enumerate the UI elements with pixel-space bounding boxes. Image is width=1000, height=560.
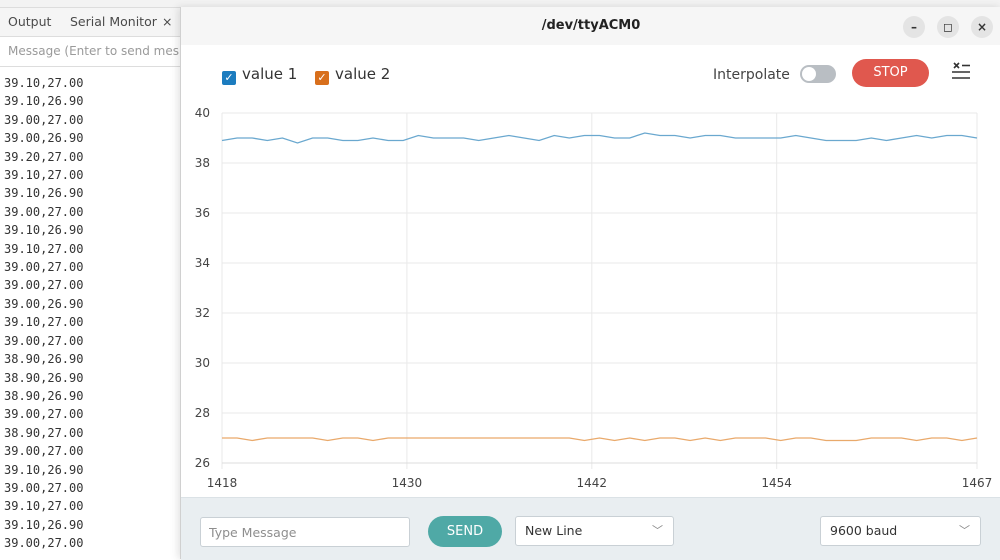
toggle-knob: [802, 67, 816, 81]
y-tick-label: 30: [195, 356, 210, 370]
checkbox-checked-icon[interactable]: ✓: [315, 71, 329, 85]
serial-log-line: 38.90,26.90: [4, 352, 84, 367]
tab-serial-monitor[interactable]: Serial Monitor: [70, 14, 157, 29]
send-button[interactable]: SEND: [428, 516, 502, 547]
serial-log-line: 39.00,27.00: [4, 333, 84, 348]
serial-log-line: 39.10,27.00: [4, 241, 84, 256]
clear-list-icon[interactable]: [949, 59, 973, 83]
serial-log-line: 38.90,26.90: [4, 370, 84, 385]
close-icon[interactable]: ×: [162, 14, 173, 29]
minimize-button[interactable]: –: [903, 16, 925, 38]
serial-log-line: 38.90,27.00: [4, 425, 84, 440]
serial-log-line: 39.00,27.00: [4, 260, 84, 275]
y-tick-label: 28: [195, 406, 210, 420]
serial-log-line: 39.00,27.00: [4, 480, 84, 495]
serial-message-input[interactable]: [0, 37, 198, 64]
x-tick-label: 1454: [761, 476, 792, 490]
serial-log-line: 39.00,26.90: [4, 131, 84, 146]
series-line-2: [222, 437, 978, 442]
serial-log-line: 39.10,26.90: [4, 517, 84, 532]
serial-message-bar: [0, 36, 200, 67]
x-tick-label: 1467: [962, 476, 993, 490]
serial-log-line: 39.20,27.00: [4, 149, 84, 164]
serial-log-line: 38.90,26.90: [4, 388, 84, 403]
tab-output[interactable]: Output: [8, 14, 52, 29]
line-ending-value: New Line: [525, 523, 583, 538]
serial-log-line: 39.00,27.00: [4, 536, 84, 551]
baud-rate-value: 9600 baud: [830, 523, 898, 538]
legend-label: value 2: [335, 65, 391, 83]
x-tick-label: 1430: [392, 476, 423, 490]
y-tick-label: 38: [195, 156, 210, 170]
serial-log-line: 39.10,27.00: [4, 499, 84, 514]
serial-log: 39.10,27.00 39.10,26.90 39.00,27.00 39.00,2…: [4, 74, 194, 553]
serial-log-line: 39.10,26.90: [4, 223, 84, 238]
y-tick-label: 40: [195, 106, 210, 120]
window-title: /dev/ttyACM0: [541, 18, 641, 33]
y-tick-label: 36: [195, 206, 210, 220]
line-ending-select[interactable]: New Line ﹀: [515, 516, 674, 546]
close-window-button[interactable]: ×: [971, 16, 993, 38]
y-tick-label: 26: [195, 456, 210, 470]
panel-tabs: Output Serial Monitor ×: [0, 8, 200, 36]
serial-log-line: 39.00,26.90: [4, 296, 84, 311]
checkbox-checked-icon[interactable]: ✓: [222, 71, 236, 85]
serial-log-line: 39.00,27.00: [4, 278, 84, 293]
y-tick-label: 34: [195, 256, 210, 270]
serial-log-line: 39.10,26.90: [4, 94, 84, 109]
baud-rate-select[interactable]: 9600 baud ﹀: [820, 516, 981, 546]
serial-log-line: 39.10,27.00: [4, 168, 84, 183]
interpolate-label: Interpolate: [713, 67, 790, 83]
serial-log-line: 39.00,27.00: [4, 444, 84, 459]
interpolate-toggle[interactable]: [800, 65, 836, 83]
x-tick-label: 1442: [577, 476, 608, 490]
title-bar[interactable]: /dev/ttyACM0 – ◻ ×: [181, 7, 1000, 45]
y-tick-label: 32: [195, 306, 210, 320]
legend-value-1[interactable]: ✓ value 1: [222, 65, 297, 85]
maximize-button[interactable]: ◻: [937, 16, 959, 38]
serial-log-line: 39.10,27.00: [4, 76, 84, 90]
serial-log-line: 39.00,27.00: [4, 204, 84, 219]
serial-log-line: 39.10,26.90: [4, 186, 84, 201]
serial-log-line: 39.10,27.00: [4, 315, 84, 330]
type-message-input[interactable]: [200, 517, 410, 547]
serial-log-line: 39.00,27.00: [4, 112, 84, 127]
series-line-1: [221, 132, 978, 144]
bottom-toolbar: SEND New Line ﹀ 9600 baud ﹀: [181, 497, 1000, 560]
serial-log-line: 39.00,27.00: [4, 407, 84, 422]
plot-area: 26 28 30 32 34 36 38 40 1418 1430 1442 1454 1467 ✓ va…: [181, 45, 1000, 497]
legend-value-2[interactable]: ✓ value 2: [315, 65, 390, 85]
x-tick-label: 1418: [207, 476, 238, 490]
serial-log-line: 39.10,26.90: [4, 462, 84, 477]
stop-button[interactable]: STOP: [852, 59, 929, 87]
serial-plotter-window: /dev/ttyACM0 – ◻ × 26 28 30 32 34 36 38 40 1418 1…: [180, 7, 1000, 560]
line-chart: 26 28 30 32 34 36 38 40 1418 1430 1442 1454 1467: [195, 106, 993, 490]
chevron-down-icon: ﹀: [959, 524, 970, 537]
legend-label: value 1: [242, 65, 298, 83]
chevron-down-icon: ﹀: [652, 524, 663, 537]
